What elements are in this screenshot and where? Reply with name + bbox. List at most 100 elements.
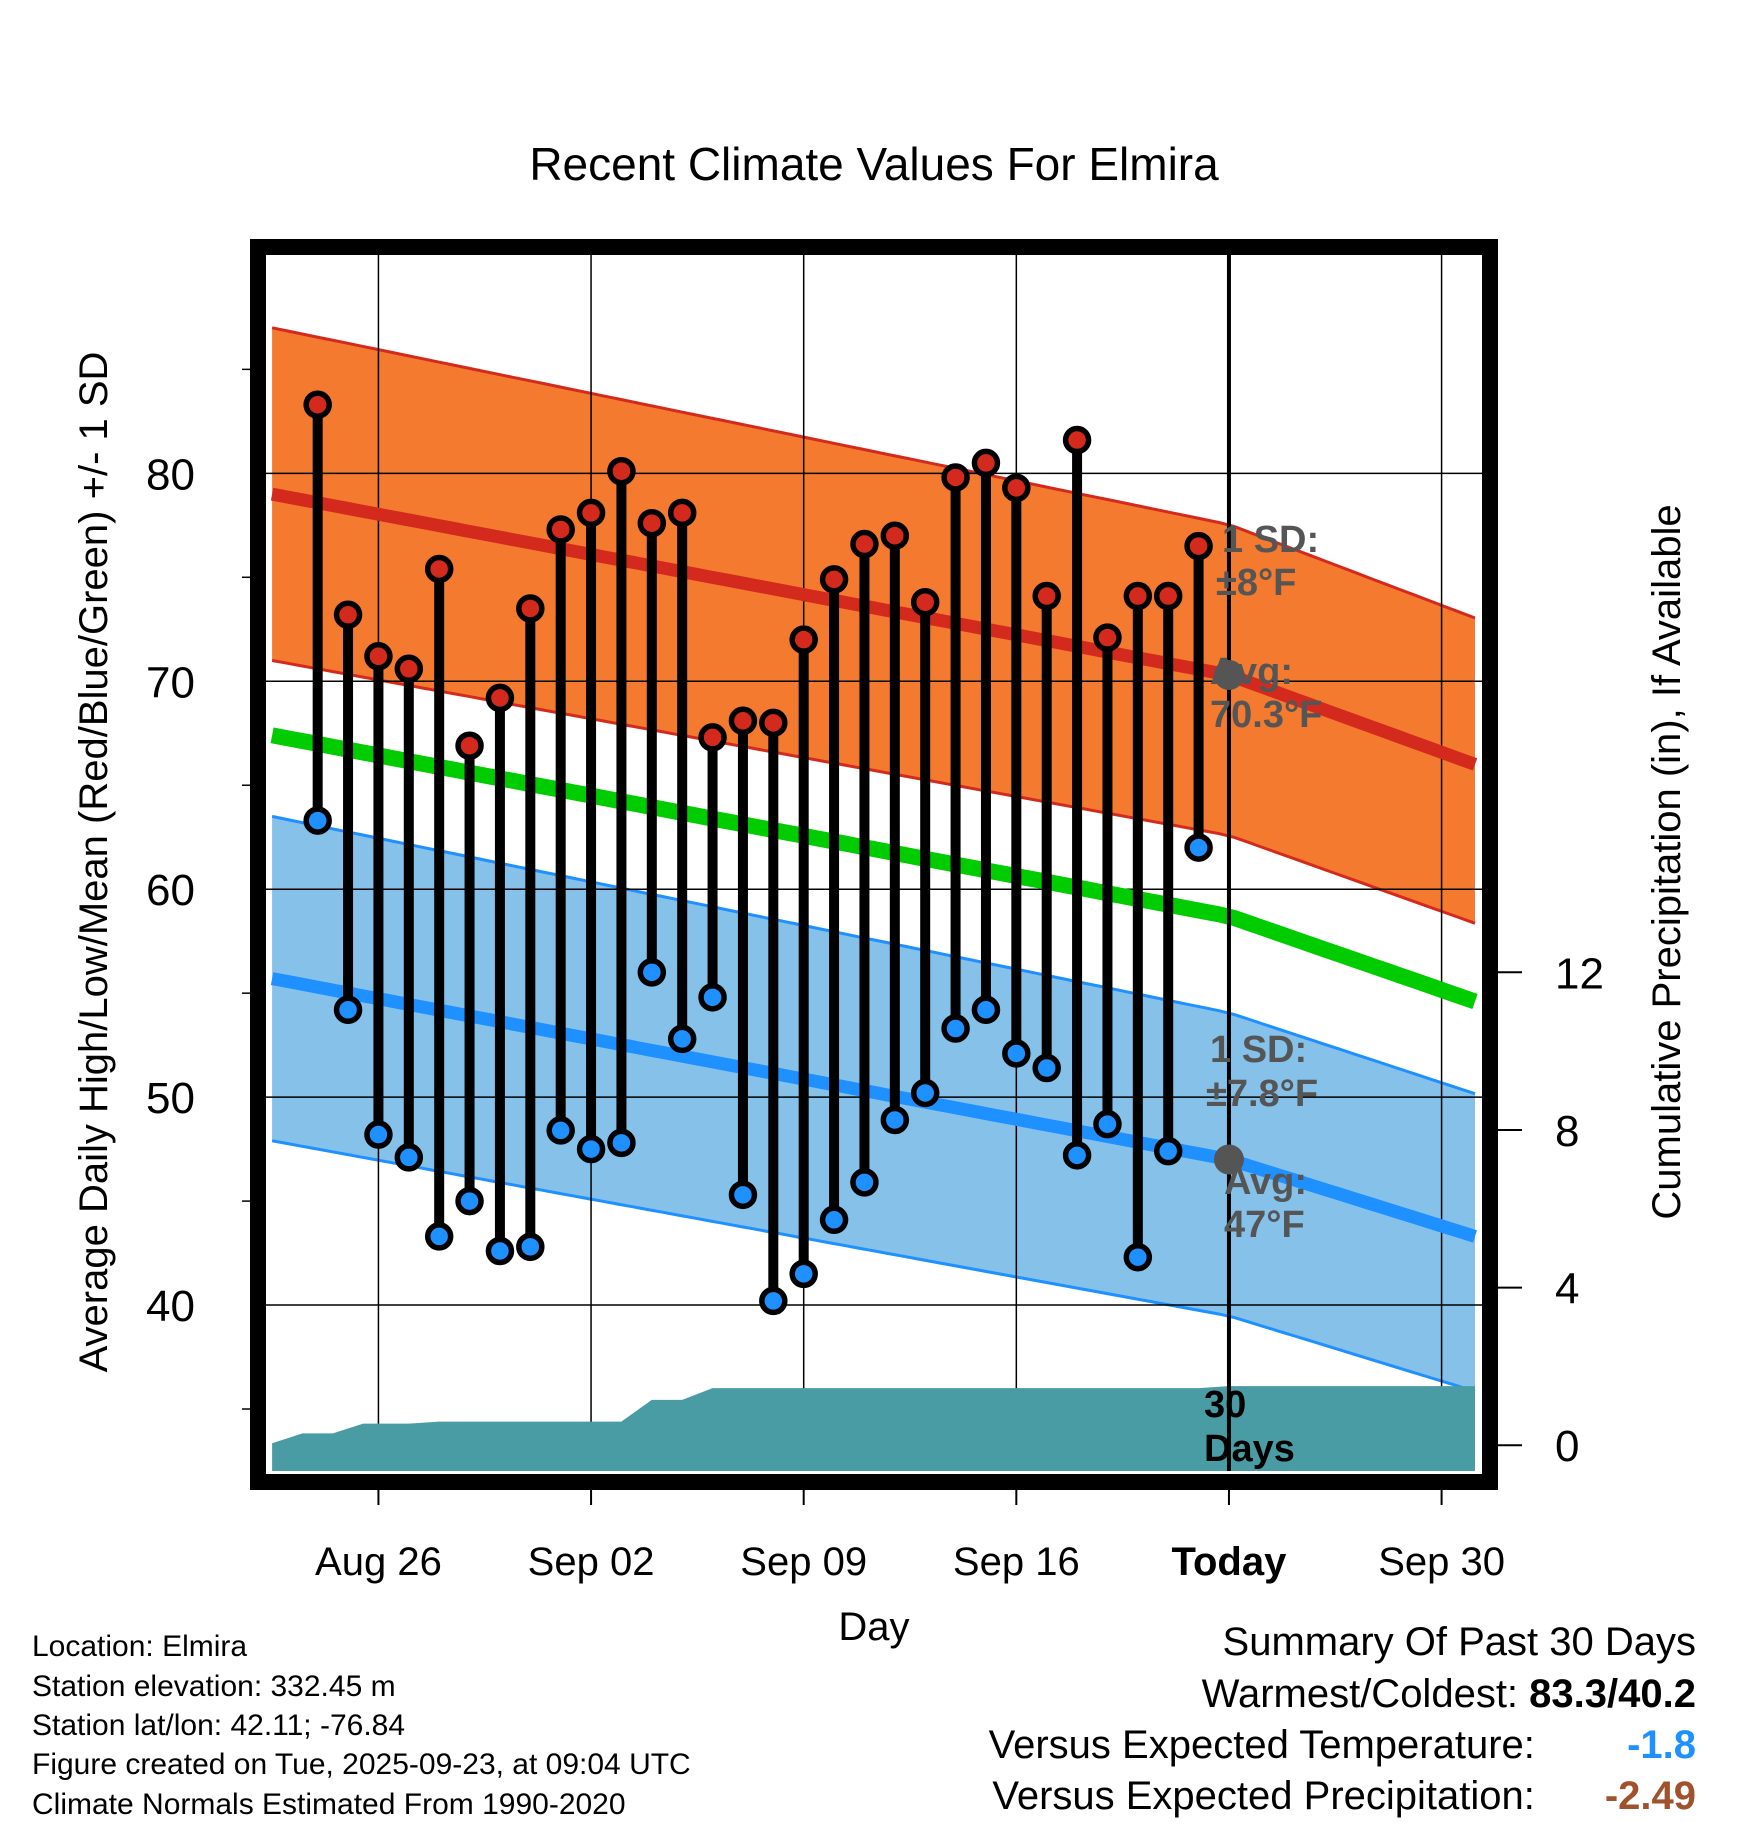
summary-title: Summary Of Past 30 Days (1223, 1620, 1696, 1665)
daily-low-point (759, 1286, 788, 1316)
temp-label: Versus Expected Temperature: (988, 1723, 1535, 1767)
high-avg-label: Avg: (1210, 651, 1293, 693)
daily-low-point (364, 1120, 393, 1149)
daily-low-point (546, 1116, 575, 1145)
daily-low-point (971, 995, 1001, 1025)
plot-frame (250, 239, 1498, 1490)
daily-high-point (1032, 581, 1061, 611)
summary-precip-row: Versus Expected Precipitation: -2.49 (992, 1774, 1696, 1819)
daily-low-point (728, 1180, 758, 1210)
location-text: Location: Elmira (32, 1630, 248, 1663)
x-tick-label: Sep 02 (528, 1540, 655, 1584)
y-tick-label: 80 (146, 450, 195, 499)
high-avg-value: 70.3°F (1210, 694, 1322, 736)
daily-low-point (394, 1143, 424, 1172)
y2-tick-label: 8 (1555, 1107, 1579, 1156)
latlon-text: Station lat/lon: 42.11; -76.84 (32, 1709, 406, 1742)
daily-high-point (576, 498, 606, 528)
daily-high-point (607, 456, 636, 486)
today-low-average-marker (1213, 1144, 1244, 1175)
daily-low-point (910, 1078, 940, 1108)
daily-low-point (485, 1236, 515, 1266)
low-sd-value: ±7.8°F (1206, 1073, 1318, 1115)
daily-high-point (850, 529, 879, 559)
daily-low-point (1093, 1109, 1122, 1139)
data-marks (303, 390, 1244, 1316)
summary-title-text: Summary Of Past 30 Days (1222, 1620, 1696, 1664)
daily-high-point (394, 654, 424, 684)
precip-value: -2.49 (1604, 1774, 1696, 1818)
daily-low-point (516, 1232, 545, 1262)
x-tick-label: Sep 16 (953, 1540, 1080, 1584)
created-text: Figure created on Tue, 2025-09-23, at 09… (32, 1748, 691, 1781)
daily-low-point (1002, 1039, 1031, 1068)
window-days-value: 30 (1204, 1384, 1246, 1426)
daily-low-point (424, 1222, 454, 1251)
daily-low-point (850, 1168, 879, 1197)
daily-low-point (455, 1186, 484, 1216)
cumulative-precipitation-area (272, 1386, 1476, 1471)
daily-high-point (364, 642, 393, 671)
daily-low-point (1123, 1242, 1153, 1272)
daily-high-point (1062, 425, 1092, 455)
high-sd-label: 1 SD: (1222, 519, 1319, 561)
daily-low-point (303, 806, 332, 835)
daily-low-point (698, 983, 727, 1012)
daily-high-point (1002, 473, 1031, 503)
daily-high-point (1153, 581, 1183, 611)
elevation-text: Station elevation: 332.45 m (32, 1670, 396, 1703)
daily-low-point (819, 1205, 849, 1235)
daily-high-point (698, 723, 727, 752)
x-axis-label: Day (838, 1605, 909, 1649)
y2-tick-label: 0 (1555, 1422, 1579, 1471)
normals-text: Climate Normals Estimated From 1990-2020 (32, 1788, 626, 1821)
summary-temp-row: Versus Expected Temperature: -1.8 (989, 1723, 1696, 1768)
axes: 40 50 60 70 80 0 4 8 12 Aug 26 Sep 02 Sep 09 Sep 16 T… (146, 368, 1604, 1584)
daily-high-point (637, 508, 667, 538)
x-tick-label: Sep 30 (1378, 1540, 1505, 1584)
y-tick-label: 60 (146, 866, 195, 915)
y-tick-label: 50 (146, 1074, 195, 1123)
high-sd-band (272, 327, 1476, 924)
temp-value: -1.8 (1627, 1723, 1696, 1767)
warmest-value: 83.3/40.2 (1529, 1672, 1696, 1716)
low-avg-value: 47°F (1224, 1204, 1305, 1246)
x-tick-label: Sep 09 (740, 1540, 867, 1584)
daily-high-point (789, 625, 818, 654)
daily-low-point (1153, 1136, 1183, 1166)
low-sd-label: 1 SD: (1210, 1029, 1307, 1071)
daily-high-point (546, 515, 575, 544)
warmest-label: Warmest/Coldest: (1201, 1672, 1519, 1716)
high-average-line (270, 487, 1478, 771)
y-axis-label: Average Daily High/Low/Mean (Red/Blue/Gr… (72, 352, 116, 1373)
daily-high-point (303, 390, 332, 419)
daily-high-point (728, 706, 758, 736)
x-tick-label: Aug 26 (315, 1540, 442, 1584)
daily-low-point (1184, 833, 1213, 862)
high-sd-value: ±8°F (1216, 562, 1296, 604)
precip-label: Versus Expected Precipitation: (992, 1774, 1535, 1818)
daily-low-point (789, 1259, 818, 1289)
daily-low-point (607, 1128, 636, 1158)
summary-warmest-row: Warmest/Coldest: 83.3/40.2 (1202, 1672, 1696, 1717)
y2-tick-label: 4 (1555, 1265, 1579, 1314)
window-days-label: Days (1204, 1428, 1295, 1470)
y2-tick-label: 12 (1555, 949, 1604, 998)
daily-high-point (910, 587, 940, 617)
y-tick-label: 70 (146, 658, 195, 707)
chart-title: Recent Climate Values For Elmira (529, 138, 1219, 190)
daily-high-point (516, 594, 545, 623)
daily-high-point (971, 448, 1001, 478)
daily-high-point (1184, 531, 1213, 561)
daily-high-point (759, 708, 788, 738)
x-tick-label: Today (1172, 1540, 1288, 1584)
daily-high-point (455, 731, 484, 760)
daily-high-point (667, 498, 697, 528)
daily-low-point (941, 1014, 970, 1043)
daily-low-point (576, 1134, 606, 1164)
low-avg-label: Avg: (1224, 1161, 1307, 1203)
daily-high-point (1093, 623, 1122, 652)
high-band-lower-edge (271, 659, 1476, 925)
y-tick-label: 40 (146, 1282, 195, 1331)
